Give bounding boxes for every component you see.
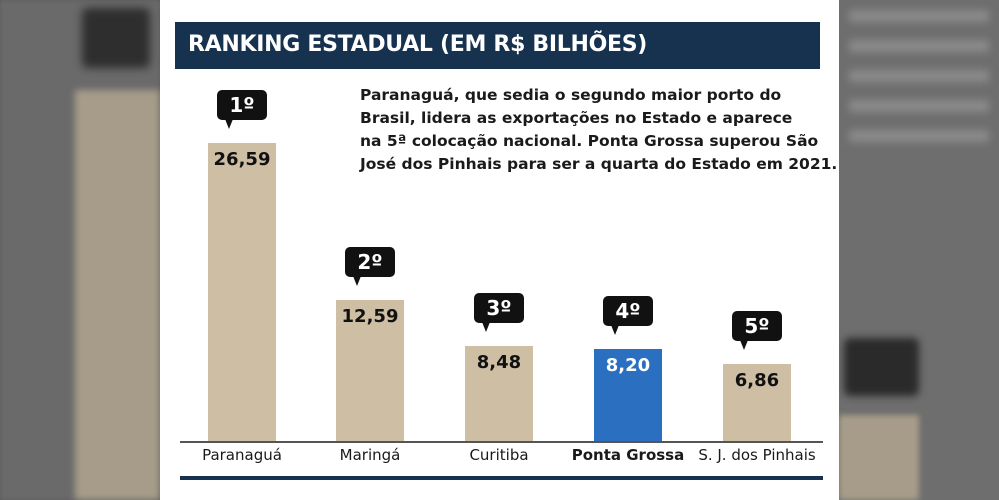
rank-badge: 5º xyxy=(732,311,782,350)
bar-3: 8,48 xyxy=(465,346,533,441)
x-axis-baseline xyxy=(180,441,823,443)
bar-4: 8,20 xyxy=(594,349,662,441)
chart-panel: RANKING ESTADUAL (EM R$ BILHÕES) Paranag… xyxy=(160,0,839,500)
category-label: Paranaguá xyxy=(202,446,282,464)
bar-value-label: 8,48 xyxy=(476,352,522,373)
rank-badge: 4º xyxy=(603,296,653,335)
chart-title: RANKING ESTADUAL (EM R$ BILHÕES) xyxy=(188,32,648,57)
bar-5: 6,86 xyxy=(723,364,791,441)
rank-badge: 1º xyxy=(217,90,267,129)
background-left xyxy=(0,0,160,500)
bar-2: 12,59 xyxy=(336,300,404,441)
description-line: Brasil, lidera as exportações no Estado … xyxy=(360,109,793,127)
chart-description: Paranaguá, que sedia o segundo maior por… xyxy=(360,84,838,176)
background-right xyxy=(839,0,999,500)
bar-value-label: 8,20 xyxy=(605,355,651,376)
category-label: S. J. dos Pinhais xyxy=(698,446,816,464)
rank-badge: 3º xyxy=(474,293,524,332)
description-line: Paranaguá, que sedia o segundo maior por… xyxy=(360,86,782,104)
bar-1: 26,59 xyxy=(208,143,276,441)
description-line: José dos Pinhais para ser a quarta do Es… xyxy=(360,155,838,173)
bar-value-label: 12,59 xyxy=(341,306,399,327)
category-label: Maringá xyxy=(339,446,401,464)
bottom-rule xyxy=(180,476,823,480)
bar-value-label: 26,59 xyxy=(213,149,271,170)
bar-value-label: 6,86 xyxy=(734,370,780,391)
rank-badge: 2º xyxy=(345,247,395,286)
category-label: Ponta Grossa xyxy=(571,446,685,464)
category-label: Curitiba xyxy=(469,446,529,464)
description-line: na 5ª colocação nacional. Ponta Grossa s… xyxy=(360,132,819,150)
chart-header: RANKING ESTADUAL (EM R$ BILHÕES) xyxy=(175,22,820,69)
